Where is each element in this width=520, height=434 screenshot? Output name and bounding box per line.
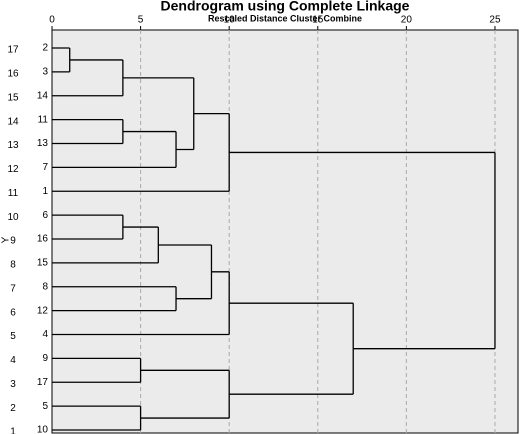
y-tick-label: 10 (7, 212, 19, 223)
leaf-label: 10 (37, 425, 49, 434)
y-tick-label: 15 (7, 92, 19, 103)
chart-subtitle: Rescaled Distance Cluster Combine (208, 13, 362, 23)
leaf-label: 13 (37, 138, 49, 149)
y-tick-label: 6 (10, 307, 16, 318)
leaf-label: 3 (42, 67, 48, 78)
y-tick-label: 13 (7, 140, 19, 151)
x-tick-label: 0 (49, 15, 55, 26)
leaf-label: 6 (42, 210, 48, 221)
leaf-label: 12 (37, 305, 49, 316)
y-tick-label: 17 (7, 45, 19, 56)
leaf-label: 1 (42, 186, 48, 197)
x-tick-label: 25 (489, 15, 501, 26)
leaf-label: 7 (42, 162, 48, 173)
leaf-label: 5 (42, 401, 48, 412)
leaf-label: 11 (38, 114, 49, 125)
y-tick-label: 16 (7, 69, 19, 80)
y-tick-label: 2 (10, 403, 16, 414)
y-tick-label: 1 (10, 427, 16, 434)
leaf-label: 8 (42, 281, 48, 292)
y-tick-label: 8 (10, 260, 16, 271)
leaf-label: 17 (37, 377, 49, 388)
chart-title: Dendrogram using Complete Linkage (161, 0, 410, 14)
y-tick-label: 12 (7, 164, 19, 175)
x-tick-label: 20 (401, 15, 413, 26)
y-tick-label: 9 (10, 236, 16, 247)
plot-area (51, 29, 519, 434)
x-tick-label: 10 (224, 15, 236, 26)
y-tick-label: 11 (8, 188, 19, 199)
y-tick-label: 5 (10, 331, 16, 342)
leaf-label: 14 (37, 90, 49, 101)
y-tick-label: 7 (10, 283, 16, 294)
leaf-label: 15 (37, 258, 49, 269)
y-tick-label: 3 (10, 379, 16, 390)
leaf-label: 16 (37, 234, 49, 245)
y-tick-label: 14 (7, 116, 19, 127)
y-axis-label: Y (1, 236, 12, 243)
x-tick-label: 15 (312, 15, 324, 26)
y-tick-label: 4 (10, 355, 16, 366)
x-tick-label: 5 (138, 15, 144, 26)
leaf-label: 4 (42, 329, 48, 340)
leaf-label: 2 (42, 43, 48, 54)
leaf-label: 9 (42, 353, 48, 364)
